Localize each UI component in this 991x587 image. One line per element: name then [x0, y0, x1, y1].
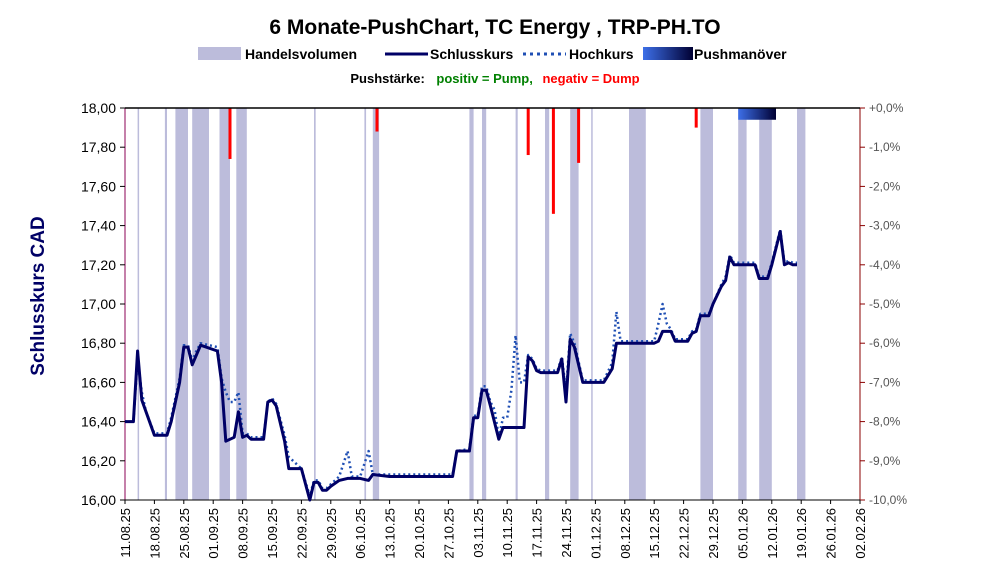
- x-tick-label: 18.08.25: [147, 508, 162, 559]
- chart-title: 6 Monate-PushChart, TC Energy , TRP-PH.T…: [269, 16, 720, 39]
- legend-high-label: Hochkurs: [569, 46, 634, 62]
- y-tick-label: 17,20: [81, 257, 116, 273]
- x-tick-label: 17.11.25: [530, 508, 545, 558]
- x-tick-label: 15.12.25: [647, 508, 662, 559]
- dump-bar: [577, 108, 581, 163]
- volume-band: [236, 108, 247, 500]
- volume-band: [545, 108, 550, 500]
- volume-band: [164, 108, 167, 500]
- x-tick-label: 22.12.25: [677, 508, 692, 559]
- y-tick-label: 17,40: [81, 218, 116, 234]
- y2-tick-label: -4,0%: [869, 258, 901, 272]
- x-tick-label: 03.11.25: [471, 508, 486, 558]
- y-tick-label: 16,40: [81, 414, 116, 430]
- dump-bar: [228, 108, 232, 159]
- series-line-high: [125, 228, 797, 498]
- x-tick-label: 13.10.25: [383, 508, 398, 559]
- y2-tick-label: -1,0%: [869, 140, 901, 154]
- dump-bar: [526, 108, 530, 156]
- y2-tick-label: +0,0%: [869, 101, 904, 115]
- y-tick-label: 17,60: [81, 178, 116, 194]
- x-tick-label: 25.08.25: [177, 508, 192, 559]
- volume-band: [738, 108, 747, 500]
- x-tick-label: 26.01.26: [824, 508, 839, 559]
- y2-tick-label: -10,0%: [869, 493, 907, 507]
- series-line-close: [125, 230, 797, 502]
- dump-bar: [694, 108, 698, 128]
- y-tick-label: 16,60: [81, 374, 116, 390]
- legend-volume-swatch: [198, 47, 241, 60]
- volume-band: [629, 108, 646, 500]
- legend-volume-label: Handelsvolumen: [245, 46, 357, 62]
- volume-bands: [137, 108, 806, 500]
- volume-band: [364, 108, 367, 500]
- volume-band: [137, 108, 140, 500]
- x-tick-label: 10.11.25: [500, 508, 515, 558]
- y2-axis-ticks: +0,0% -1,0% -2,0% -3,0% -4,0% -5,0% -6,0% -7,0%…: [860, 101, 907, 507]
- x-tick-label: 29.09.25: [324, 508, 339, 559]
- volume-band: [192, 108, 209, 500]
- x-axis-ticks: 11.08.25 18.08.25 25.08.25 01.09.25 08.09.25…: [118, 500, 868, 559]
- volume-band: [797, 108, 806, 500]
- volume-band: [570, 108, 579, 500]
- x-tick-label: 15.09.25: [265, 508, 280, 559]
- subtitle-negative: negativ = Dump: [542, 71, 639, 86]
- volume-band: [314, 108, 316, 500]
- x-tick-label: 12.01.26: [765, 508, 780, 559]
- y2-tick-label: -3,0%: [869, 219, 901, 233]
- legend-push-label: Pushmanöver: [694, 46, 787, 62]
- x-tick-label: 05.01.26: [735, 508, 750, 559]
- volume-band: [759, 108, 772, 500]
- x-tick-label: 29.12.25: [706, 508, 721, 559]
- subtitle-positive: positiv = Pump,: [436, 71, 532, 86]
- y-axis-ticks: 16,00 16,20 16,40 16,60 16,80 17,00 17,20 17,40…: [81, 100, 125, 508]
- x-tick-label: 08.09.25: [236, 508, 251, 559]
- y2-tick-label: -8,0%: [869, 415, 901, 429]
- x-tick-label: 27.10.25: [441, 508, 456, 559]
- y-tick-label: 16,20: [81, 453, 116, 469]
- push-pump-bars: [738, 108, 776, 120]
- x-tick-label: 01.12.25: [588, 508, 603, 559]
- y-tick-label: 17,00: [81, 296, 116, 312]
- x-tick-label: 20.10.25: [412, 508, 427, 559]
- subtitle-prefix: Pushstärke:: [350, 71, 424, 86]
- y2-tick-label: -7,0%: [869, 375, 901, 389]
- x-tick-label: 22.09.25: [294, 508, 309, 559]
- price-series: [125, 228, 797, 502]
- x-tick-label: 08.12.25: [618, 508, 633, 559]
- volume-band: [175, 108, 188, 500]
- y2-tick-label: -9,0%: [869, 454, 901, 468]
- y2-tick-label: -6,0%: [869, 336, 901, 350]
- volume-band: [700, 108, 713, 500]
- volume-band: [591, 108, 593, 500]
- legend: Handelsvolumen Schlusskurs Hochkurs Push…: [198, 46, 787, 62]
- volume-band: [372, 108, 380, 500]
- volume-band: [469, 108, 474, 500]
- dump-bar: [551, 108, 555, 214]
- x-tick-label: 19.01.26: [794, 508, 809, 559]
- x-tick-label: 06.10.25: [353, 508, 368, 559]
- x-tick-label: 02.02.26: [853, 508, 868, 559]
- y-tick-label: 16,80: [81, 335, 116, 351]
- pump-bar: [738, 108, 776, 120]
- legend-close-label: Schlusskurs: [430, 46, 513, 62]
- subtitle: Pushstärke: positiv = Pump, negativ = Du…: [350, 71, 639, 86]
- volume-band: [482, 108, 487, 500]
- volume-band: [219, 108, 230, 500]
- x-tick-label: 11.08.25: [118, 508, 133, 558]
- legend-push-swatch: [643, 47, 693, 60]
- x-tick-label: 24.11.25: [559, 508, 574, 558]
- x-tick-label: 01.09.25: [206, 508, 221, 559]
- dump-bar: [375, 108, 379, 132]
- y2-tick-label: -5,0%: [869, 297, 901, 311]
- volume-band: [515, 108, 518, 500]
- y-tick-label: 16,00: [81, 492, 116, 508]
- y-tick-label: 17,80: [81, 139, 116, 155]
- y-tick-label: 18,00: [81, 100, 116, 116]
- y2-tick-label: -2,0%: [869, 179, 901, 193]
- push-dump-bars: [228, 108, 698, 214]
- y-axis-label: Schlusskurs CAD: [28, 216, 49, 375]
